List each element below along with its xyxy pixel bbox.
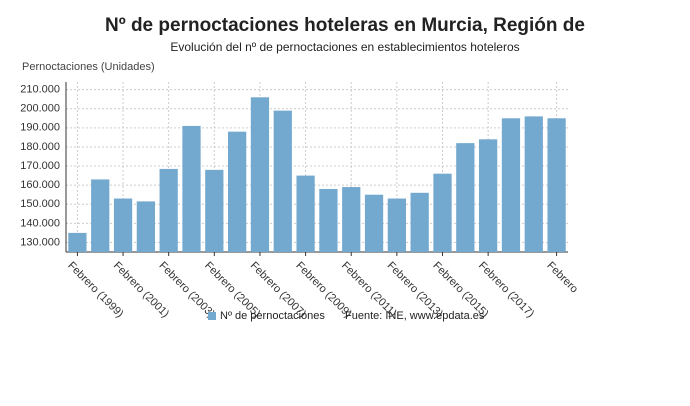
- y-tick-label: 170.000: [20, 160, 60, 172]
- bar: [319, 188, 338, 252]
- y-tick-label: 200.000: [20, 103, 60, 115]
- bar: [159, 168, 178, 252]
- bar: [524, 116, 543, 252]
- bar: [501, 118, 521, 252]
- bar: [342, 187, 361, 252]
- chart-title: Nº de pernoctaciones hoteleras en Murcia…: [105, 15, 585, 36]
- bar: [364, 194, 384, 252]
- bar: [410, 192, 429, 252]
- bar: [113, 198, 133, 252]
- source: Fuente: INE, www.epdata.es: [345, 310, 485, 322]
- bar: [250, 97, 270, 252]
- y-tick-label: 140.000: [20, 217, 60, 229]
- bar: [433, 173, 452, 252]
- y-tick-label: 130.000: [20, 236, 60, 248]
- legend-swatch: [208, 312, 216, 320]
- bar: [547, 118, 566, 252]
- y-tick-label: 150.000: [20, 198, 60, 210]
- y-tick-label: 210.000: [20, 84, 60, 96]
- x-tick-label: Febrero: [544, 260, 580, 296]
- y-axis-label: Pernoctaciones (Unidades): [22, 61, 155, 73]
- bar: [68, 232, 87, 252]
- y-tick-label: 190.000: [20, 122, 60, 134]
- bar: [387, 198, 406, 252]
- bar: [456, 143, 475, 252]
- bar: [205, 169, 224, 252]
- bar: [273, 110, 292, 252]
- y-tick-label: 160.000: [20, 179, 60, 191]
- bar: [228, 131, 247, 252]
- y-tick-label: 180.000: [20, 141, 60, 153]
- bar: [296, 175, 315, 252]
- bar: [182, 125, 201, 252]
- bar: [91, 179, 110, 252]
- bar: [136, 201, 155, 252]
- bar: [479, 139, 498, 252]
- chart-subtitle: Evolución del nº de pernoctaciones en es…: [170, 40, 519, 54]
- legend-label: Nº de pernoctaciones: [220, 310, 325, 322]
